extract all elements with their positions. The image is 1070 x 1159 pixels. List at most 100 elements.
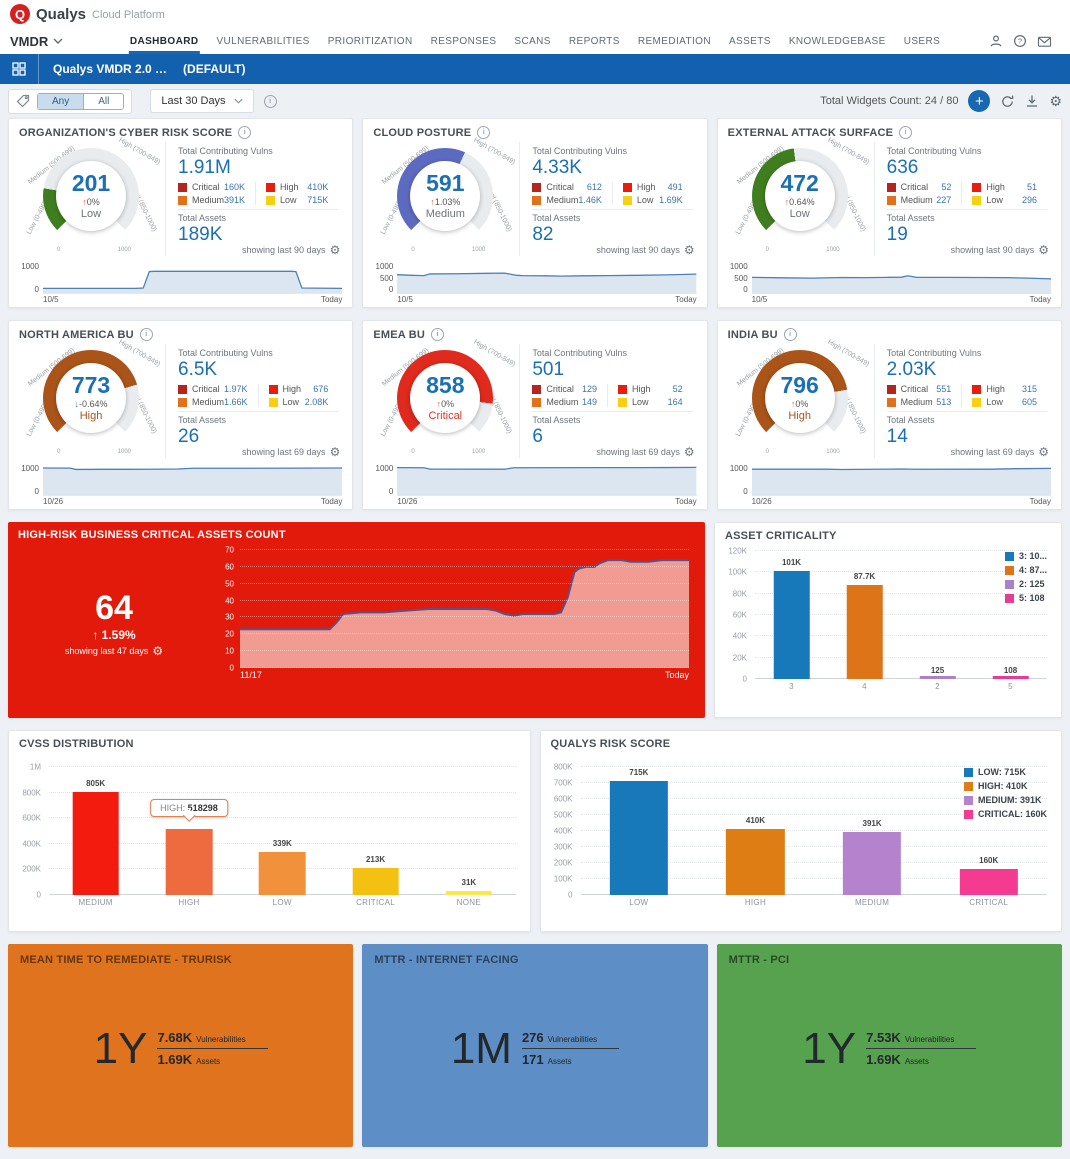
nav-tab-remediation[interactable]: REMEDIATION [637, 36, 711, 47]
gauge-score: 591 [426, 170, 465, 196]
legend-swatch [972, 397, 982, 407]
bar-chart-plot: 805K 339K 213K 31K HIGH: 518298 [49, 766, 516, 895]
legend-swatch [618, 384, 627, 394]
info-icon[interactable]: i [139, 328, 153, 341]
y-tick-label: 600K [22, 813, 41, 823]
severity-legend: Critical 52 Medium 227 High 51 Low 296 [886, 182, 1047, 210]
gear-icon[interactable]: ⚙ [152, 644, 164, 658]
refresh-icon[interactable] [1000, 94, 1015, 109]
bar-value-label: 31K [461, 878, 477, 888]
legend-item-medium: Medium 149 [532, 397, 597, 407]
spark-x-axis: 10/26 Today [363, 496, 706, 509]
widget-title: INDIA BU [727, 328, 778, 341]
info-icon[interactable]: i [477, 126, 491, 139]
legend-item[interactable]: HIGH: 410K [963, 781, 1047, 791]
vulns-total: 1.91M [178, 157, 231, 178]
bar-medium[interactable] [842, 832, 902, 895]
x-start-label: 10/26 [397, 497, 418, 506]
download-icon[interactable] [1025, 94, 1039, 108]
x-tick-label: 3 [789, 682, 794, 691]
gauge-scale-max: 1000 [826, 247, 840, 253]
info-icon[interactable]: i [899, 126, 913, 139]
legend-swatch [963, 795, 973, 805]
bar-2[interactable] [919, 676, 956, 679]
legend-item[interactable]: 5: 108 [1004, 593, 1047, 603]
bar-medium[interactable] [72, 791, 119, 895]
severity-legend: Critical 160K Medium 391K High 410K Low 715K [178, 182, 339, 210]
nav-tab-vulnerabilities[interactable]: VULNERABILITIES [216, 36, 310, 47]
nav-tab-dashboard[interactable]: DASHBOARD [128, 30, 200, 54]
gear-icon[interactable]: ⚙ [683, 243, 695, 257]
legend-item[interactable]: CRITICAL: 160K [963, 809, 1047, 819]
info-icon[interactable]: i [431, 328, 445, 341]
legend-item[interactable]: LOW: 715K [963, 767, 1047, 777]
y-tick-label: 20K [732, 653, 747, 663]
legend-swatch [268, 384, 278, 394]
settings-gear-icon[interactable]: ⚙ [1049, 93, 1062, 109]
bar-5[interactable] [992, 676, 1029, 679]
bar-3[interactable] [773, 571, 810, 679]
legend-item[interactable]: 3: 10... [1004, 551, 1047, 561]
gear-icon[interactable]: ⚙ [329, 243, 341, 257]
match-any-button[interactable]: Any [38, 93, 85, 109]
gear-icon[interactable]: ⚙ [1038, 243, 1049, 257]
info-icon[interactable]: i [238, 126, 252, 139]
add-widget-button[interactable]: + [968, 90, 991, 112]
mttr-numerator-label: Vulnerabilities [196, 1035, 246, 1044]
date-range-select[interactable]: Last 30 Days [150, 89, 254, 113]
legend-item[interactable]: 2: 125 [1004, 579, 1047, 589]
mttr-denominator: 1.69K [866, 1052, 901, 1067]
help-icon[interactable]: ? [1013, 34, 1027, 48]
gear-icon[interactable]: ⚙ [1038, 445, 1049, 459]
assets-label: Total Assets [532, 213, 581, 223]
nav-tab-responses[interactable]: RESPONSES [430, 36, 497, 47]
user-icon[interactable] [989, 34, 1003, 48]
match-all-button[interactable]: All [83, 93, 124, 109]
spark-x-axis: 10/5 Today [9, 294, 352, 307]
legend-swatch [886, 195, 896, 205]
nav-tab-users[interactable]: USERS [903, 36, 941, 47]
dashboard-picker-icon[interactable] [0, 54, 39, 84]
mttr-value: 1M [450, 1023, 512, 1073]
legend-item-medium: Medium 1.46K [532, 195, 602, 205]
gauge-score: 201 [71, 170, 111, 196]
dashboard-title[interactable]: Qualys VMDR 2.0 … [53, 62, 168, 76]
nav-tab-knowledgebase[interactable]: KNOWLEDGEBASE [788, 36, 886, 47]
mttr-value: 1Y [802, 1023, 857, 1073]
module-selector[interactable]: VMDR [10, 34, 63, 49]
bar-high[interactable] [165, 828, 213, 895]
info-icon[interactable]: i [783, 328, 797, 341]
nav-tab-assets[interactable]: ASSETS [728, 36, 771, 47]
legend-item[interactable]: 4: 87... [1004, 565, 1047, 575]
nav-tab-scans[interactable]: SCANS [514, 36, 551, 47]
x-end-label: Today [1029, 497, 1051, 506]
legend-swatch [618, 397, 627, 407]
spark-x-axis: 10/26 Today [9, 496, 352, 509]
nav-tab-reports[interactable]: REPORTS [568, 36, 620, 47]
messages-icon[interactable] [1037, 35, 1052, 48]
x-tick-label: CRITICAL [969, 898, 1009, 907]
module-name: VMDR [10, 33, 49, 49]
bar-4[interactable] [846, 585, 883, 679]
legend-swatch [1004, 551, 1014, 561]
showing-label: showing last 69 days ⚙ [950, 445, 1049, 459]
gear-icon[interactable]: ⚙ [329, 445, 341, 459]
bar-critical[interactable] [959, 869, 1018, 895]
bar-low[interactable] [258, 851, 306, 895]
bar-critical[interactable] [352, 867, 399, 895]
gear-icon[interactable]: ⚙ [683, 445, 695, 459]
severity-legend: Critical 551 Medium 513 High 315 Low 605 [886, 384, 1047, 412]
bar-none[interactable] [445, 891, 493, 895]
main-nav: DASHBOARD VULNERABILITIES PRIORITIZATION RE… [128, 28, 941, 54]
legend-swatch [972, 384, 982, 394]
bar-low[interactable] [609, 780, 668, 895]
date-info-icon[interactable]: i [263, 94, 277, 108]
mttr-numerator-label: Vulnerabilities [904, 1035, 955, 1044]
severity-legend: Critical 612 Medium 1.46K High 491 Low 1.69K [532, 182, 693, 210]
y-axis: 0 10 20 30 40 50 60 70 [225, 545, 234, 673]
nav-tab-prioritization[interactable]: PRIORITIZATION [327, 36, 413, 47]
legend-item[interactable]: MEDIUM: 391K [963, 795, 1047, 805]
severity-legend: Critical 1.97K Medium 1.66K High 676 Low 2.08K [178, 384, 339, 412]
tag-icon[interactable] [16, 94, 30, 108]
bar-high[interactable] [726, 829, 785, 895]
